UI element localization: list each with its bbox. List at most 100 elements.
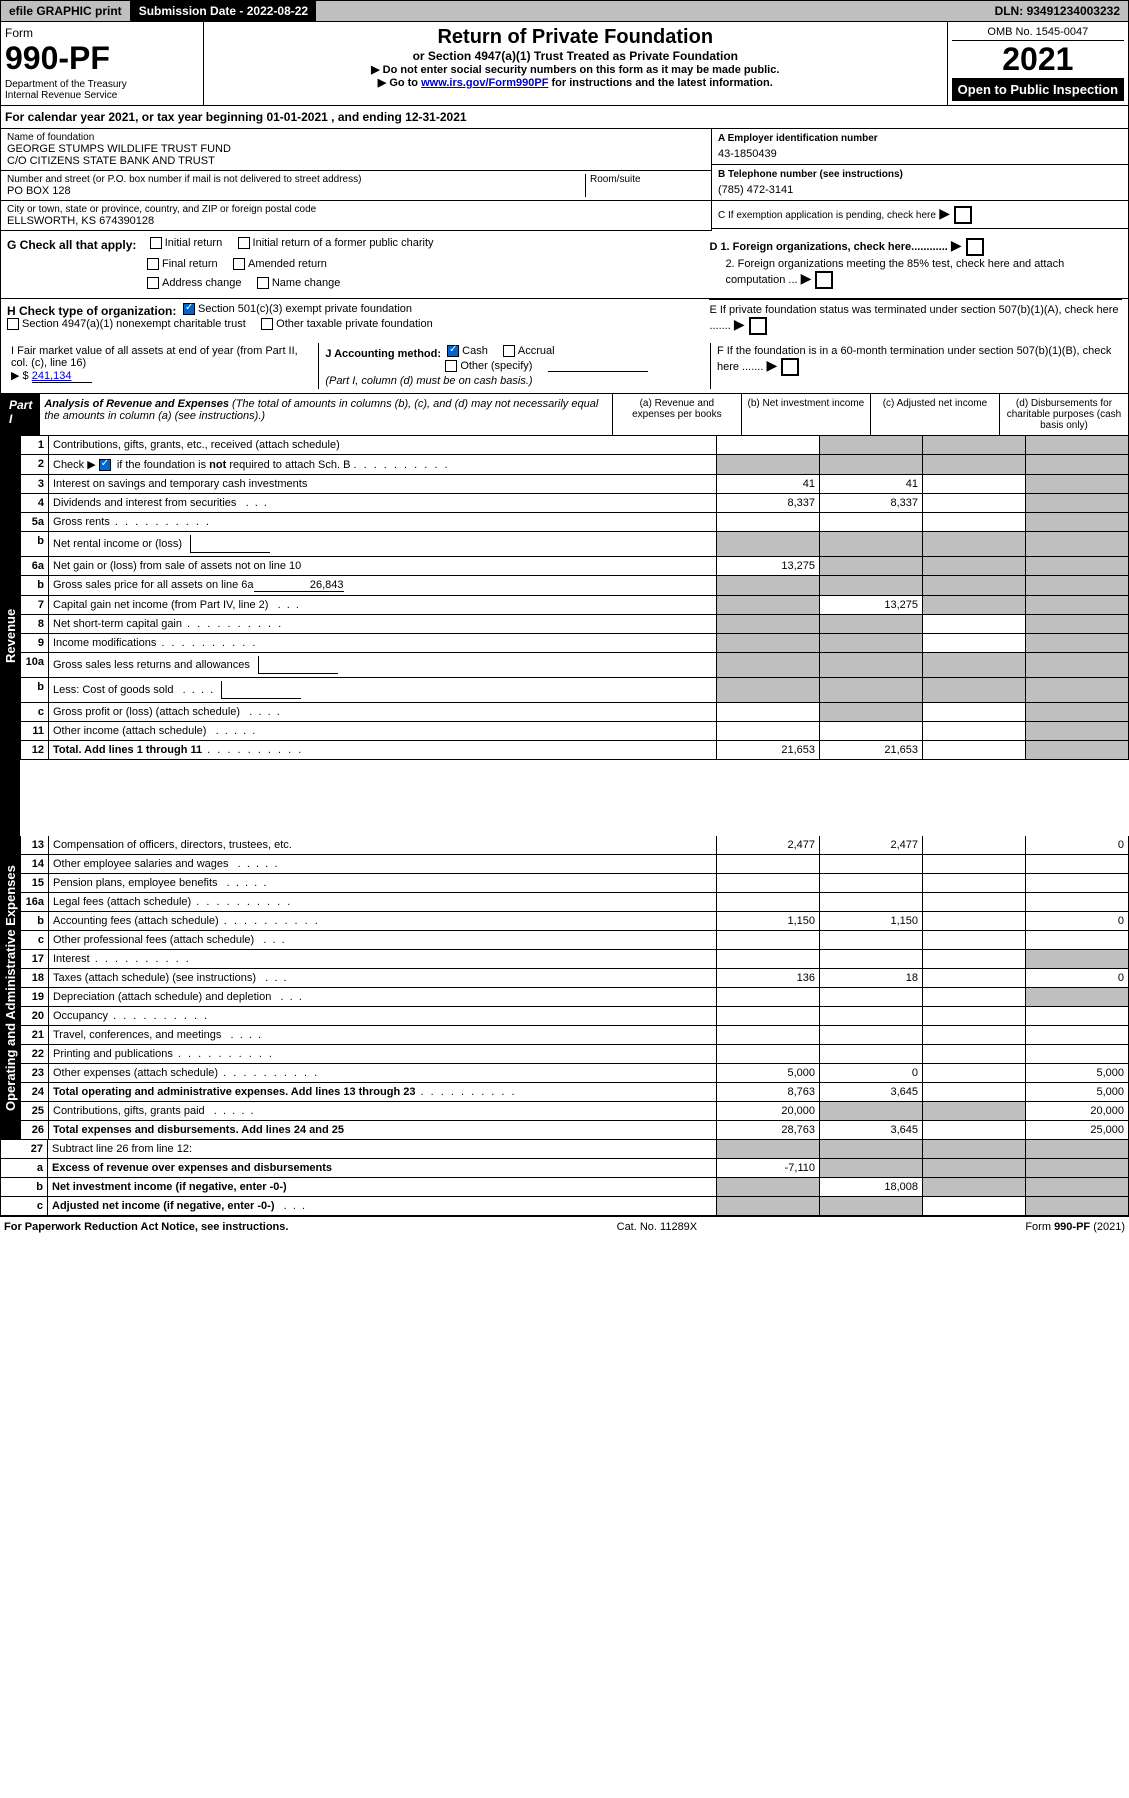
main-grid: Revenue 1Contributions, gifts, grants, e…	[0, 436, 1129, 836]
expenses-table: 13Compensation of officers, directors, t…	[20, 836, 1129, 1140]
dln: DLN: 93491234003232	[987, 1, 1128, 21]
submission-date: Submission Date - 2022-08-22	[131, 1, 316, 21]
d1-check[interactable]	[966, 238, 984, 256]
table-row: 4Dividends and interest from securities …	[21, 494, 1129, 513]
table-row: 25Contributions, gifts, grants paid . . …	[21, 1102, 1129, 1121]
table-row: 6aNet gain or (loss) from sale of assets…	[21, 557, 1129, 576]
h-other-check[interactable]	[261, 318, 273, 330]
g-amended-check[interactable]	[233, 258, 245, 270]
table-row: bNet rental income or (loss)	[21, 532, 1129, 557]
table-row: 9Income modifications	[21, 634, 1129, 653]
part1-label: Part I	[1, 394, 40, 435]
table-row: 19Depreciation (attach schedule) and dep…	[21, 988, 1129, 1007]
g-initial-check[interactable]	[150, 237, 162, 249]
j-label: J Accounting method:	[325, 348, 441, 360]
col-b-header: (b) Net investment income	[741, 394, 870, 435]
line27-table: 27Subtract line 26 from line 12: aExcess…	[0, 1140, 1129, 1216]
g-name-check[interactable]	[257, 277, 269, 289]
revenue-table: 1Contributions, gifts, grants, etc., rec…	[20, 436, 1129, 760]
j-cash-check[interactable]	[447, 345, 459, 357]
table-row: cAdjusted net income (if negative, enter…	[1, 1197, 1129, 1216]
form-title: Return of Private Foundation	[208, 26, 943, 49]
calendar-year: For calendar year 2021, or tax year begi…	[0, 106, 1129, 129]
table-row: bNet investment income (if negative, ent…	[1, 1178, 1129, 1197]
table-row: 22Printing and publications	[21, 1045, 1129, 1064]
form-label: Form	[5, 26, 199, 40]
expenses-label: Operating and Administrative Expenses	[1, 836, 20, 1140]
table-row: 12Total. Add lines 1 through 1121,65321,…	[21, 741, 1129, 760]
j-other-check[interactable]	[445, 360, 457, 372]
revenue-label: Revenue	[1, 436, 20, 836]
col-d-header: (d) Disbursements for charitable purpose…	[999, 394, 1128, 435]
c-checkbox[interactable]	[954, 206, 972, 224]
part1-desc: Analysis of Revenue and Expenses (The to…	[40, 394, 611, 435]
d1-foreign: D 1. Foreign organizations, check here..…	[709, 237, 1122, 256]
header-mid: Return of Private Foundation or Section …	[204, 22, 948, 105]
table-row: 10aGross sales less returns and allowanc…	[21, 653, 1129, 678]
table-row: 3Interest on savings and temporary cash …	[21, 475, 1129, 494]
h-501c3-check[interactable]	[183, 303, 195, 315]
city-field: City or town, state or province, country…	[1, 201, 711, 231]
f-60month: F If the foundation is in a 60-month ter…	[717, 345, 1118, 376]
phone-field: B Telephone number (see instructions) (7…	[712, 165, 1128, 201]
j-accrual-check[interactable]	[503, 345, 515, 357]
table-row: 23Other expenses (attach schedule)5,0000…	[21, 1064, 1129, 1083]
efile-print[interactable]: efile GRAPHIC print	[1, 1, 131, 21]
d2-check[interactable]	[815, 271, 833, 289]
header-left: Form 990-PF Department of the Treasury I…	[1, 22, 204, 105]
g-address-check[interactable]	[147, 277, 159, 289]
foundation-name-field: Name of foundation GEORGE STUMPS WILDLIF…	[1, 129, 711, 171]
e-check[interactable]	[749, 317, 767, 335]
g-final-check[interactable]	[147, 258, 159, 270]
form-number: 990-PF	[5, 40, 199, 77]
table-row: 1Contributions, gifts, grants, etc., rec…	[21, 436, 1129, 455]
table-row: cGross profit or (loss) (attach schedule…	[21, 703, 1129, 722]
fmv-value[interactable]: 241,134	[32, 370, 92, 383]
efile-label: efile GRAPHIC print	[9, 4, 122, 18]
j-note: (Part I, column (d) must be on cash basi…	[325, 375, 532, 387]
table-row: bLess: Cost of goods sold . . . .	[21, 678, 1129, 703]
dept-treasury: Department of the Treasury Internal Reve…	[5, 79, 199, 101]
table-row: 7Capital gain net income (from Part IV, …	[21, 596, 1129, 615]
table-row: 5aGross rents	[21, 513, 1129, 532]
part1-header: Part I Analysis of Revenue and Expenses …	[0, 394, 1129, 436]
table-row: 8Net short-term capital gain	[21, 615, 1129, 634]
g-label: G Check all that apply:	[7, 238, 136, 252]
section-g-h: G Check all that apply: Initial return I…	[0, 231, 1129, 298]
i-fmv-label: I Fair market value of all assets at end…	[11, 345, 312, 369]
table-row: 11Other income (attach schedule) . . . .…	[21, 722, 1129, 741]
h-label: H Check type of organization:	[7, 304, 176, 318]
form-header: Form 990-PF Department of the Treasury I…	[0, 22, 1129, 106]
tax-year: 2021	[952, 41, 1124, 78]
g-initial-former-check[interactable]	[238, 237, 250, 249]
d2-85pct: 2. Foreign organizations meeting the 85%…	[725, 258, 1122, 289]
table-row: 2Check ▶ if the foundation is not requir…	[21, 455, 1129, 475]
section-ij: I Fair market value of all assets at end…	[0, 339, 1129, 394]
table-row: 26Total expenses and disbursements. Add …	[21, 1121, 1129, 1140]
e-terminated: E If private foundation status was termi…	[709, 304, 1122, 335]
c-exemption: C If exemption application is pending, c…	[712, 201, 1128, 229]
section-h: H Check type of organization: Section 50…	[0, 298, 1129, 339]
table-row: bGross sales price for all assets on lin…	[21, 576, 1129, 596]
f-check[interactable]	[781, 358, 799, 376]
top-bar: efile GRAPHIC print Submission Date - 20…	[0, 0, 1129, 22]
h-4947-check[interactable]	[7, 318, 19, 330]
col-a-header: (a) Revenue and expenses per books	[612, 394, 741, 435]
entity-info: Name of foundation GEORGE STUMPS WILDLIF…	[0, 129, 1129, 231]
form-subtitle: or Section 4947(a)(1) Trust Treated as P…	[208, 49, 943, 63]
irs-link[interactable]: www.irs.gov/Form990PF	[421, 77, 548, 89]
table-row: bAccounting fees (attach schedule)1,1501…	[21, 912, 1129, 931]
address-field: Number and street (or P.O. box number if…	[1, 171, 711, 201]
table-row: 17Interest	[21, 950, 1129, 969]
table-row: 15Pension plans, employee benefits . . .…	[21, 874, 1129, 893]
note-ssn: ▶ Do not enter social security numbers o…	[208, 63, 943, 76]
ein-field: A Employer identification number 43-1850…	[712, 129, 1128, 165]
col-c-header: (c) Adjusted net income	[870, 394, 999, 435]
table-row: 14Other employee salaries and wages . . …	[21, 855, 1129, 874]
table-row: 18Taxes (attach schedule) (see instructi…	[21, 969, 1129, 988]
table-row: 21Travel, conferences, and meetings . . …	[21, 1026, 1129, 1045]
table-row: 27Subtract line 26 from line 12:	[1, 1140, 1129, 1159]
schb-check[interactable]	[99, 459, 111, 471]
table-row: 13Compensation of officers, directors, t…	[21, 836, 1129, 855]
open-public: Open to Public Inspection	[952, 78, 1124, 101]
